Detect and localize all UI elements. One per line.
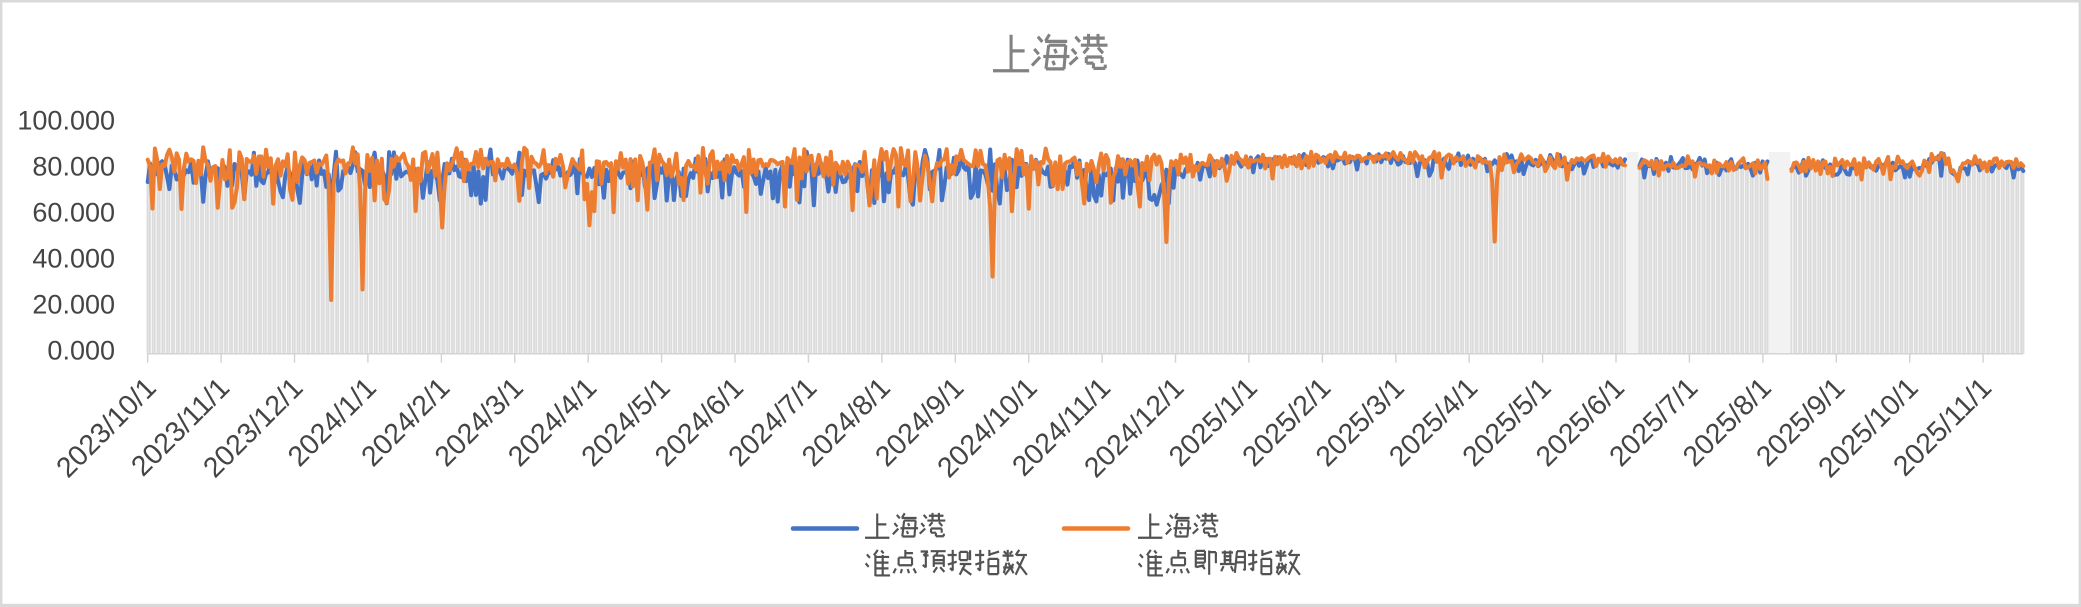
- svg-text:0.000: 0.000: [47, 336, 115, 366]
- svg-text:80.000: 80.000: [32, 152, 115, 182]
- svg-text:60.000: 60.000: [32, 198, 115, 228]
- svg-text:20.000: 20.000: [32, 290, 115, 320]
- svg-text:40.000: 40.000: [32, 244, 115, 274]
- svg-text:100.000: 100.000: [17, 106, 115, 136]
